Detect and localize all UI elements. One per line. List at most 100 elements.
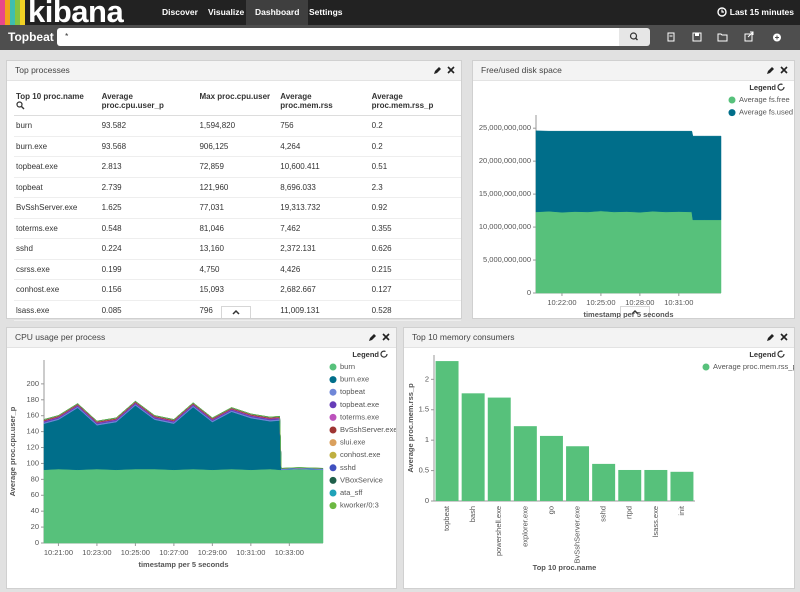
table-row: topbeat2.739121,9608,696.0332.3 <box>14 177 461 198</box>
column-header[interactable]: Top 10 proc.name <box>14 90 100 116</box>
table-cell: csrss.exe <box>14 259 100 280</box>
y-axis-label: Average proc.cpu.user_p <box>8 406 17 496</box>
column-header[interactable]: Average proc.cpu.user_p <box>100 90 198 116</box>
x-tick-label: 10:23:00 <box>82 548 111 557</box>
y-tick-label: 140 <box>26 427 39 436</box>
y-tick-label: 80 <box>31 474 39 483</box>
time-range[interactable]: Last 15 minutes <box>717 0 794 25</box>
legend-swatch <box>330 490 337 497</box>
y-axis-label: Average proc.mem.rss_p <box>406 383 415 473</box>
y-tick-label: 0 <box>425 496 429 505</box>
query-input[interactable]: * <box>57 28 619 46</box>
x-tick-label: 10:33:00 <box>275 548 304 557</box>
legend-item[interactable]: burn.exe <box>330 375 370 384</box>
table-cell: 4,426 <box>278 259 369 280</box>
panel-icons[interactable] <box>433 66 455 75</box>
legend-swatch <box>330 401 337 408</box>
x-tick-label: 10:28:00 <box>625 298 654 307</box>
bar <box>644 470 667 501</box>
legend-swatch <box>330 464 337 471</box>
legend-item[interactable]: topbeat <box>330 387 366 396</box>
panel-title: Free/used disk space <box>481 61 562 80</box>
table-cell: 756 <box>278 116 369 137</box>
edit-icon <box>434 67 441 74</box>
panel-title: Top processes <box>15 61 70 80</box>
icon <box>17 102 22 107</box>
chart: 05,000,000,00010,000,000,00015,000,000,0… <box>473 80 794 318</box>
x-tick-label: bash <box>468 506 477 522</box>
legend-item[interactable]: sshd <box>330 463 356 472</box>
legend-item[interactable]: conhost.exe <box>330 450 381 459</box>
nav-tab[interactable]: Settings <box>300 0 352 25</box>
search-button[interactable] <box>619 28 650 46</box>
table-cell: toterms.exe <box>14 218 100 239</box>
column-label: Average proc.mem.rss_p <box>372 92 448 110</box>
legend-swatch <box>330 364 337 371</box>
legend-item[interactable]: VBoxService <box>330 475 383 484</box>
y-tick-label: 10,000,000,000 <box>479 222 531 231</box>
x-tick-label: explorer.exe <box>520 506 529 547</box>
panel: CPU usage per process 020406080100120140… <box>6 327 397 589</box>
legend-item[interactable]: toterms.exe <box>330 412 380 421</box>
panel-icons[interactable] <box>766 66 788 75</box>
legend-swatch <box>330 439 337 446</box>
y-tick-label: 60 <box>31 490 39 499</box>
legend-label: ata_sff <box>340 488 363 497</box>
toolbar-icons[interactable] <box>660 25 790 50</box>
table-body: burn93.5821,594,8207560.2burn.exe93.5689… <box>14 116 461 321</box>
legend-item[interactable]: Average fs.used <box>729 108 794 117</box>
legend-item[interactable]: kworker/0:3 <box>330 501 379 510</box>
legend-item[interactable]: topbeat.exe <box>330 400 380 409</box>
y-tick-label: 200 <box>26 379 39 388</box>
x-tick-label: rtpd <box>625 506 634 519</box>
legend-item[interactable]: burn <box>330 362 356 371</box>
x-tick-label: 10:29:00 <box>198 548 227 557</box>
close-icon <box>448 67 454 73</box>
panel-icons[interactable] <box>368 333 390 342</box>
y-tick-label: 15,000,000,000 <box>479 189 531 198</box>
x-axis-label: Top 10 proc.name <box>533 563 597 572</box>
legend-label: slui.exe <box>340 438 365 447</box>
y-tick-label: 0 <box>527 288 531 297</box>
header-row: Top 10 proc.nameAverage proc.cpu.user_pM… <box>14 90 461 116</box>
legend-item[interactable]: Average proc.mem.rss_p <box>703 362 795 371</box>
table-cell: 121,960 <box>197 177 278 198</box>
table-cell: 2.3 <box>370 177 461 198</box>
legend-swatch <box>703 364 710 371</box>
table-cell: 0.92 <box>370 198 461 219</box>
column-header[interactable]: Average proc.mem.rss <box>278 90 369 116</box>
legend-swatch <box>330 414 337 421</box>
table-cell: BvSshServer.exe <box>14 198 100 219</box>
y-tick-label: 20,000,000,000 <box>479 156 531 165</box>
toolbar: Topbeat * <box>0 25 800 50</box>
legend-label: burn.exe <box>340 375 369 384</box>
x-tick-label: 10:27:00 <box>159 548 188 557</box>
legend-label: BvSshServer.exe <box>340 425 396 434</box>
x-tick-label: 10:25:00 <box>586 298 615 307</box>
y-tick-label: 40 <box>31 506 39 515</box>
x-tick-label: 10:21:00 <box>44 548 73 557</box>
table-row: BvSshServer.exe1.62577,03119,313.7320.92 <box>14 198 461 219</box>
legend-swatch <box>729 97 736 104</box>
edit-icon <box>767 334 774 341</box>
table-cell: 2,372.131 <box>278 239 369 260</box>
top-nav: kibana DiscoverVisualizeDashboardSetting… <box>0 0 800 25</box>
table-row: toterms.exe0.54881,0467,4620.355 <box>14 218 461 239</box>
legend-item[interactable]: BvSshServer.exe <box>330 425 397 434</box>
time-range-label: Last 15 minutes <box>730 7 794 17</box>
legend-label: VBoxService <box>340 475 383 484</box>
column-header[interactable]: Average proc.mem.rss_p <box>370 90 461 116</box>
table-cell: conhost.exe <box>14 280 100 301</box>
y-tick-label: 20 <box>31 522 39 531</box>
icon <box>22 107 25 110</box>
panel-icons[interactable] <box>766 333 788 342</box>
search-icon <box>619 28 650 46</box>
table-cell: 0.2 <box>370 136 461 157</box>
legend-swatch <box>330 452 337 459</box>
legend-item[interactable]: ata_sff <box>330 488 364 497</box>
legend-item[interactable]: slui.exe <box>330 438 366 447</box>
x-axis-label: timestamp per 5 seconds <box>583 310 673 318</box>
table-cell: topbeat <box>14 177 100 198</box>
column-header[interactable]: Max proc.cpu.user <box>197 90 278 116</box>
legend-item[interactable]: Average fs.free <box>729 95 790 104</box>
